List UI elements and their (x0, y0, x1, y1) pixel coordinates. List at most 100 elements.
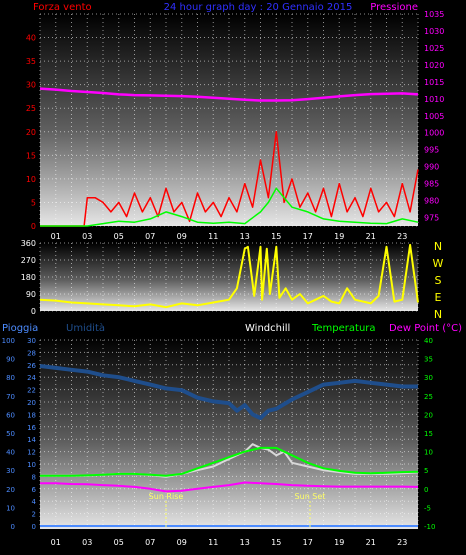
pressure-tick-label: 975 (424, 214, 439, 223)
rain-tick-label: 28 (27, 349, 36, 357)
rain-tick-label: 18 (27, 411, 36, 419)
pressure-tick-label: 1035 (424, 10, 444, 19)
pressure-axis: 975 980 985 990 995 1000 1005 1010 1015 1020 1025 1… (424, 10, 444, 223)
wind-tick-label: 15 (26, 151, 36, 160)
pressure-tick-label: 1000 (424, 129, 444, 138)
direction-series (39, 243, 419, 309)
time-tick-label: 15 (271, 232, 281, 241)
series-line-pressione (39, 87, 419, 102)
rain-tick-label: 26 (27, 362, 36, 370)
series-line-forza-vento (40, 131, 419, 227)
humidity-tick-label: 70 (6, 393, 15, 401)
temperature-tick-label: 10 (424, 449, 433, 457)
rain-tick-label: 0 (32, 523, 36, 531)
time-tick-label: 17 (303, 232, 313, 241)
time-tick-label: 05 (114, 232, 124, 241)
wind-time-axis: 01 03 05 07 09 11 13 15 17 19 21 23 (51, 232, 408, 241)
wind-tick-label: 30 (26, 81, 36, 90)
direction-degree-axis: 0 90 180 270 360 (21, 239, 36, 316)
time-tick-label: 09 (177, 538, 187, 547)
direction-tick-label: 0 (31, 307, 36, 316)
rain-tick-label: 16 (27, 424, 36, 432)
temperature-tick-label: 5 (424, 467, 428, 475)
rain-tick-label: 30 (27, 337, 36, 345)
windchill-header: Windchill (245, 323, 290, 334)
wind-pressure-panel: Forza vento 24 hour graph day : 20 Genna… (26, 2, 445, 241)
wind-tick-label: 35 (26, 57, 36, 66)
time-tick-label: 07 (145, 538, 155, 547)
compass-tick-label: N (434, 240, 442, 253)
temperature-tick-label: 25 (424, 393, 433, 401)
time-tick-label: 21 (366, 232, 376, 241)
sunset-label: Sun Set (295, 492, 326, 501)
time-tick-label: 03 (82, 538, 92, 547)
temperature-tick-label: -10 (424, 523, 435, 531)
time-tick-label: 01 (51, 232, 61, 241)
rain-tick-label: 10 (27, 461, 36, 469)
time-tick-label: 19 (334, 232, 344, 241)
wind-tick-label: 5 (31, 198, 36, 207)
time-tick-label: 11 (208, 538, 218, 547)
pressure-tick-label: 985 (424, 180, 439, 189)
series-line-raffica (40, 187, 419, 227)
temperature-header: Temperatura (311, 323, 376, 334)
direction-tick-label: 270 (21, 256, 36, 265)
temperature-series (39, 364, 419, 527)
temperature-axis: -10 -5 0 5 10 15 20 25 30 35 40 (424, 337, 435, 531)
compass-tick-label: S (435, 274, 442, 287)
direction-tick-label: 180 (21, 273, 36, 282)
pressure-tick-label: 1030 (424, 27, 444, 36)
time-tick-label: 19 (334, 538, 344, 547)
time-tick-label: 23 (397, 232, 407, 241)
humidity-header: Umidità (66, 322, 105, 334)
temperature-panel: Pioggia Umidità Windchill Temperatura De… (2, 322, 462, 547)
wind-tick-label: 0 (31, 222, 36, 231)
compass-tick-label: E (435, 291, 442, 304)
time-tick-label: 15 (271, 538, 281, 547)
temperature-plot-grid (39, 339, 419, 527)
temperature-tick-label: -5 (424, 504, 431, 512)
humidity-tick-label: 30 (6, 467, 15, 475)
time-tick-label: 09 (177, 232, 187, 241)
rain-tick-label: 4 (32, 498, 37, 506)
temperature-tick-label: 35 (424, 356, 433, 364)
series-line-temperatura (40, 446, 419, 477)
humidity-tick-label: 90 (6, 356, 15, 364)
pressure-tick-label: 995 (424, 146, 439, 155)
time-tick-label: 13 (240, 232, 250, 241)
rain-tick-label: 8 (32, 473, 36, 481)
temperature-tick-label: 30 (424, 374, 433, 382)
rain-tick-label: 20 (27, 399, 36, 407)
time-tick-label: 17 (303, 538, 313, 547)
temperature-tick-label: 0 (424, 486, 428, 494)
chart-title: 24 hour graph day : 20 Gennaio 2015 (164, 2, 353, 13)
humidity-tick-label: 100 (2, 337, 15, 345)
wind-axis-title: Forza vento (33, 2, 92, 13)
humidity-tick-label: 20 (6, 486, 15, 494)
wind-speed-axis: 0 5 10 15 20 25 30 35 40 (26, 34, 36, 231)
wind-pressure-series (39, 87, 419, 227)
pressure-tick-label: 1015 (424, 78, 444, 87)
time-tick-label: 07 (145, 232, 155, 241)
wind-tick-label: 25 (26, 104, 36, 113)
humidity-tick-label: 40 (6, 449, 15, 457)
temperature-tick-label: 15 (424, 430, 433, 438)
temperature-tick-label: 40 (424, 337, 433, 345)
rain-header: Pioggia (2, 323, 38, 334)
time-tick-label: 21 (366, 538, 376, 547)
compass-tick-label: N (434, 308, 442, 321)
sunrise-label: Sun Rise (149, 492, 184, 501)
rain-tick-label: 14 (27, 436, 36, 444)
time-tick-label: 23 (397, 538, 407, 547)
wind-tick-label: 40 (26, 34, 36, 43)
wind-tick-label: 10 (26, 175, 36, 184)
humidity-tick-label: 0 (11, 523, 15, 531)
rain-tick-label: 6 (32, 486, 37, 494)
pressure-tick-label: 1025 (424, 44, 444, 53)
time-tick-label: 11 (208, 232, 218, 241)
pressure-tick-label: 1020 (424, 61, 444, 70)
